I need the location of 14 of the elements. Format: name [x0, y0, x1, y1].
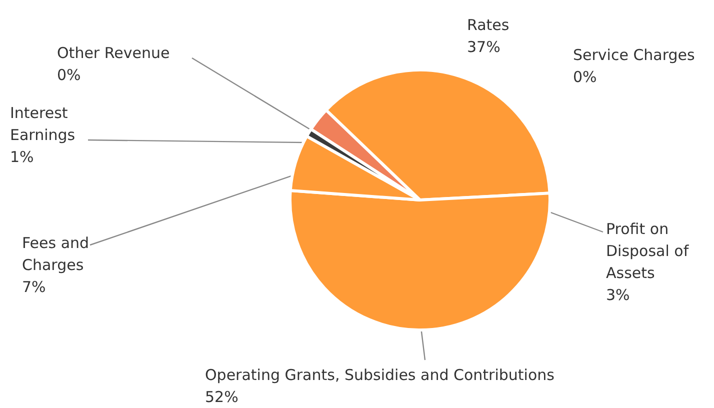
category-label: Service Charges: [573, 46, 695, 64]
data-label: 7%: [22, 278, 46, 296]
slice-label: Fees and Charges: [22, 234, 90, 274]
data-label: 3%: [606, 286, 630, 304]
slice-label: Interest Earnings: [10, 104, 76, 144]
data-label: 37%: [467, 38, 500, 56]
text: 0%: [573, 68, 597, 86]
data-label: 52%: [205, 388, 238, 406]
data-label: 1%: [10, 148, 34, 166]
slice-label: Profit on Disposal of Assets: [606, 220, 690, 282]
text: 0%: [57, 66, 81, 84]
category-label: Other Revenue: [57, 44, 170, 62]
slice-label: Operating Grants, Subsidies and Contributions: [205, 366, 555, 384]
slice-label: Rates: [467, 16, 510, 34]
